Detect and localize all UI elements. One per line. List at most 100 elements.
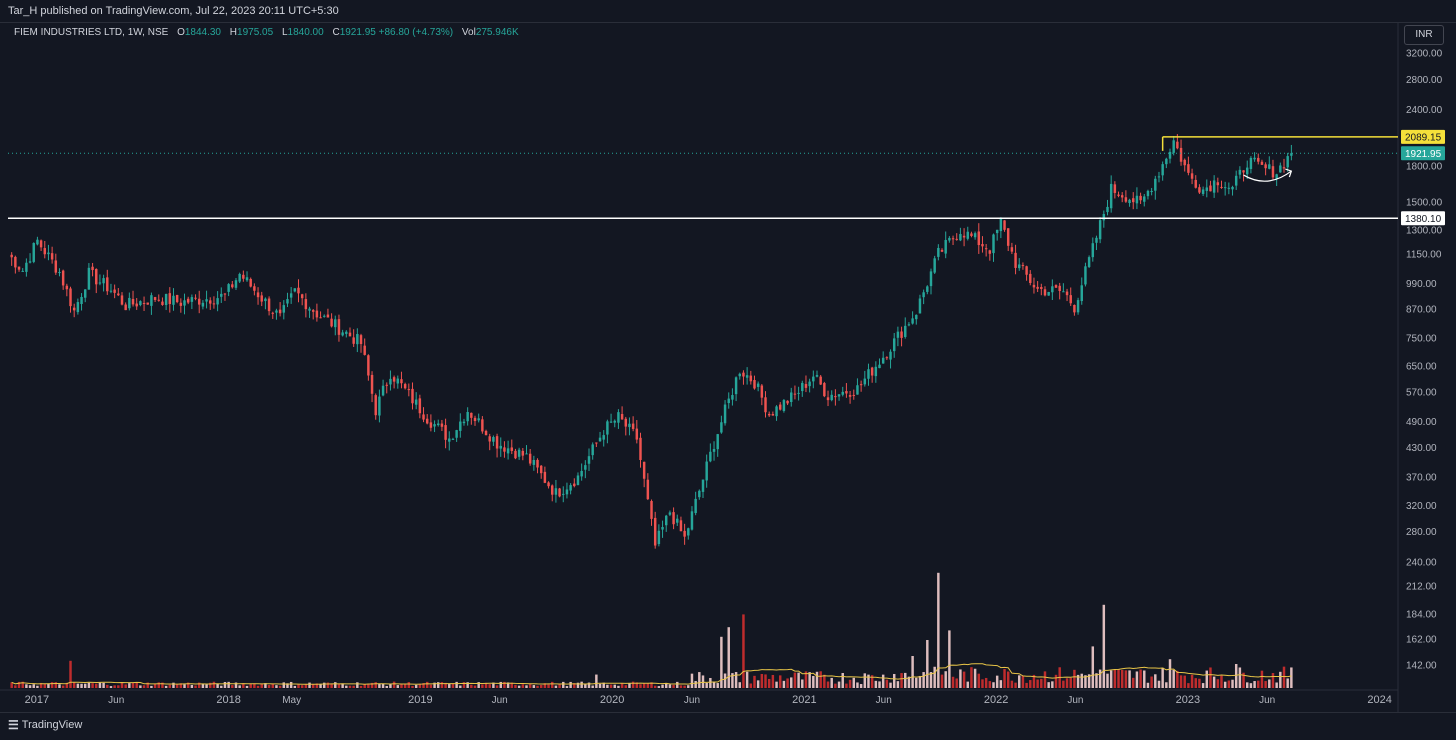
candle-body (1223, 187, 1227, 189)
candle-body (911, 318, 914, 324)
volume-bar (653, 685, 657, 688)
candle-body (815, 375, 819, 377)
volume-bar (694, 681, 697, 688)
change-value: +86.80 (+4.73%) (378, 27, 454, 38)
candle-body (929, 271, 933, 287)
candle-body (83, 289, 87, 298)
chart-legend: FIEM INDUSTRIES LTD, 1W, NSE O1844.30 H1… (14, 27, 519, 38)
y-tick-label: 650.00 (1406, 362, 1437, 373)
volume-bar (797, 672, 800, 688)
candle-body (286, 299, 289, 304)
volume-bar (915, 677, 918, 688)
volume-bar (790, 677, 793, 688)
candle-body (1091, 243, 1095, 258)
candle-body (830, 394, 833, 401)
candle-body (940, 249, 944, 252)
candle-body (786, 400, 789, 404)
candle-body (918, 298, 922, 314)
volume-bar (348, 685, 352, 688)
candle-body (716, 434, 719, 450)
candle-body (1257, 157, 1260, 162)
volume-bar (385, 685, 388, 688)
volume-bar (462, 682, 466, 688)
candle-body (440, 423, 444, 427)
volume-bar (146, 682, 149, 688)
low-value: 1840.00 (287, 27, 324, 38)
volume-bar (881, 674, 885, 688)
volume-bar (1271, 673, 1275, 688)
candle-body (635, 428, 639, 440)
volume-bar (1253, 681, 1256, 688)
x-tick-label: Jun (684, 695, 700, 706)
volume-bar (841, 672, 844, 688)
candle-body (797, 392, 800, 394)
y-axis[interactable]: 3200.00 2800.00 2400.00 1800.00 1500.00 1300.… (1401, 49, 1445, 672)
candle-body (271, 312, 274, 314)
candle-body (679, 520, 683, 532)
candle-body (326, 314, 330, 318)
volume-bar (1018, 675, 1021, 688)
candle-body (414, 399, 418, 405)
volume-bar (778, 675, 782, 688)
volume-bar (293, 685, 297, 688)
volume-bar (823, 674, 826, 688)
volume-bar (815, 671, 819, 688)
top-bar: Tar_H published on TradingView.com, Jul … (0, 0, 1456, 23)
candle-body (1220, 186, 1223, 188)
x-tick-label: Jun (1067, 695, 1083, 706)
candle-body (845, 391, 848, 394)
volume-bar (370, 682, 374, 688)
x-tick-label: 2021 (792, 694, 816, 706)
candle-body (690, 511, 694, 530)
volume-bar (153, 684, 157, 688)
y-tick-label: 570.00 (1406, 387, 1437, 398)
x-axis[interactable]: 2017 Jun 2018 May 2019 Jun 2020 Jun 2021 Jun 2022 J… (25, 694, 1392, 706)
volume-bar (297, 684, 300, 688)
candle-body (161, 301, 164, 305)
volume-bar (922, 672, 925, 688)
candle-body (536, 459, 539, 468)
volume-bar (569, 681, 572, 688)
candle-body (1165, 158, 1168, 165)
volume-bar (573, 683, 576, 688)
candle-body (323, 315, 326, 317)
volume-bar (1264, 681, 1267, 688)
volume-bar (470, 684, 473, 688)
volume-bar (227, 681, 230, 688)
candle-body (186, 298, 190, 303)
volume-bar (628, 683, 631, 688)
y-tick-label: 430.00 (1406, 443, 1437, 454)
arc-annotation (1243, 168, 1293, 182)
candle-body (1025, 266, 1028, 275)
volume-bar (124, 684, 127, 688)
candle-body (370, 374, 374, 394)
candle-body (1029, 273, 1032, 283)
candle-body (249, 278, 252, 287)
volume-bar (341, 683, 344, 688)
volume-bar (848, 679, 852, 688)
volume-bar (451, 683, 455, 688)
candle-body (767, 413, 771, 416)
candle-body (558, 488, 561, 497)
volume-bar (209, 682, 212, 688)
volume-bar (657, 686, 661, 688)
volume-bar (595, 674, 598, 688)
volume-bar (1014, 682, 1017, 688)
candle-body (1058, 285, 1061, 291)
candle-body (392, 377, 396, 382)
brand[interactable]: ☰ TradingView (8, 718, 82, 732)
candle-body (922, 292, 925, 298)
candle-body (1271, 166, 1275, 178)
volume-bar (43, 683, 47, 688)
volume-bar (418, 684, 422, 688)
volume-bar (256, 685, 260, 688)
candle-body (1231, 186, 1234, 190)
candle-body (1047, 291, 1050, 296)
currency-button[interactable]: INR (1404, 25, 1444, 45)
volume-bar (183, 684, 186, 688)
volume-bar (1032, 674, 1036, 688)
price-chart[interactable]: 3200.00 2800.00 2400.00 1800.00 1500.00 1300.… (0, 22, 1456, 712)
symbol-name[interactable]: FIEM INDUSTRIES LTD, 1W, NSE (14, 27, 169, 38)
volume-bar (562, 681, 565, 688)
volume-bar (83, 683, 87, 688)
